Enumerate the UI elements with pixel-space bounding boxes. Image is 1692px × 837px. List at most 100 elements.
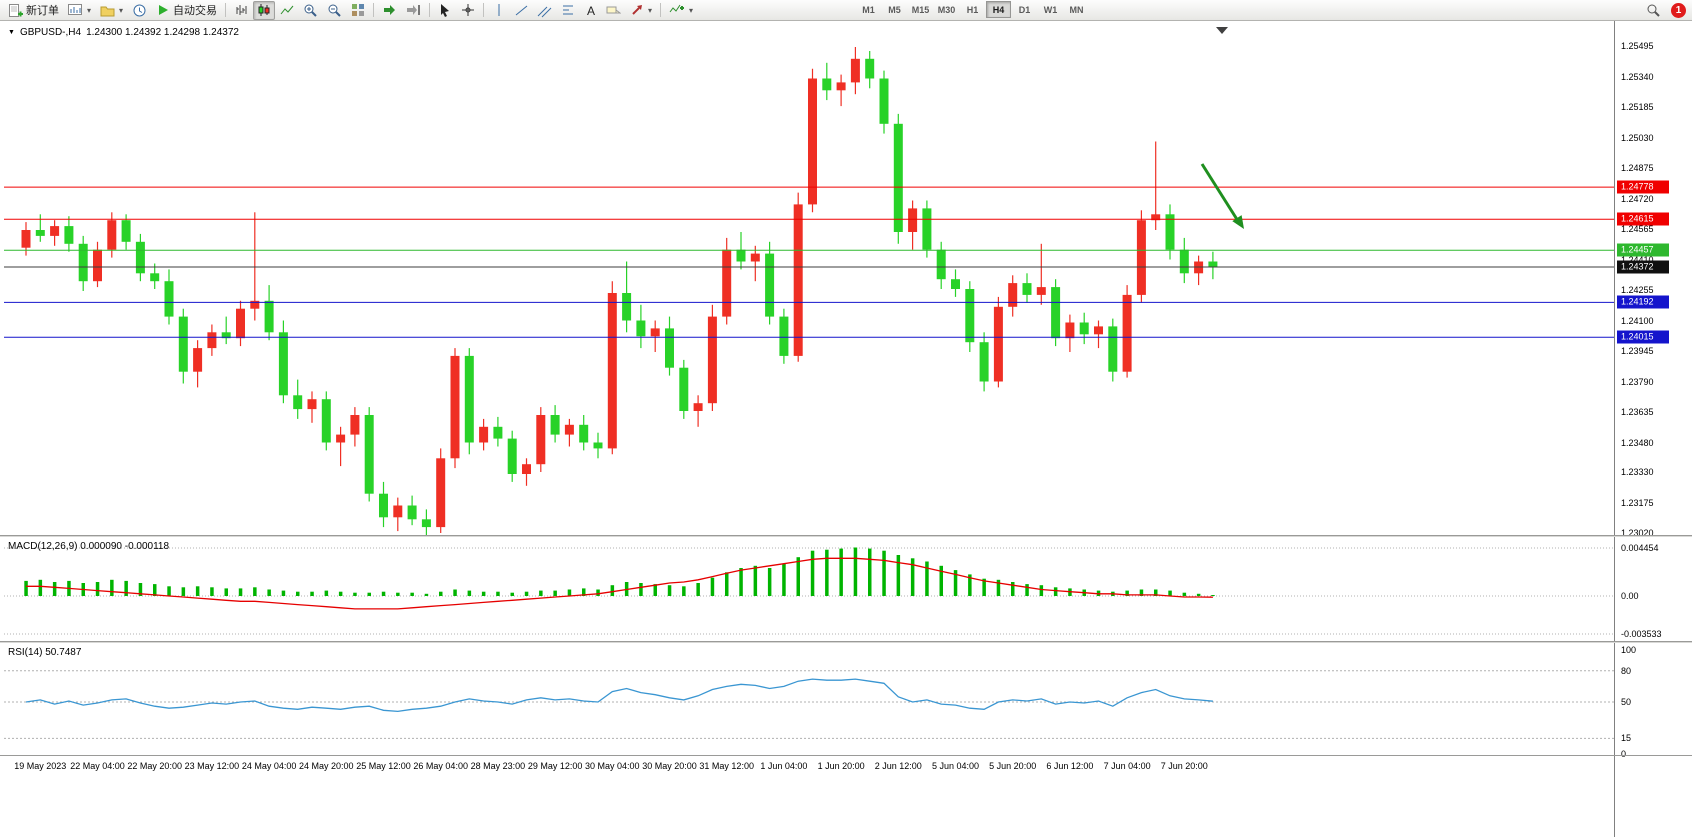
history-button[interactable] — [128, 1, 151, 20]
auto-scroll-icon — [382, 3, 397, 17]
time-axis-label: 26 May 04:00 — [413, 761, 468, 771]
timeframe-button-w1[interactable]: W1 — [1043, 4, 1058, 15]
toolbar: 新订单 ▾ ▾ 自动交易 — [0, 0, 1692, 21]
timeframe-button-m5[interactable]: M5 — [888, 4, 901, 15]
price-axis-label: 1.24100 — [1621, 315, 1654, 326]
profiles-button[interactable]: ▾ — [96, 1, 127, 20]
text-button[interactable]: A — [580, 1, 601, 20]
timeframe-button-h4[interactable]: H4 — [986, 1, 1011, 18]
toolbar-separator — [660, 3, 662, 17]
vertical-line-icon — [493, 3, 505, 17]
search-button[interactable] — [1642, 1, 1665, 20]
main-chart-canvas[interactable] — [4, 24, 1614, 535]
macd-canvas[interactable] — [4, 538, 1614, 641]
rsi-canvas[interactable] — [4, 644, 1614, 756]
trendline-button[interactable] — [510, 1, 532, 20]
time-axis-label: 2 Jun 12:00 — [874, 761, 922, 771]
search-icon — [1646, 3, 1661, 18]
autotrading-button[interactable]: 自动交易 — [152, 1, 221, 20]
channel-button[interactable] — [533, 1, 556, 20]
timeframe-button-m30[interactable]: M30 — [937, 4, 956, 15]
time-axis-label: 22 May 04:00 — [70, 761, 125, 771]
svg-text:A: A — [587, 4, 595, 17]
trendline-icon — [514, 3, 528, 17]
rsi-axis-label: 100 — [1621, 645, 1637, 655]
new-chart-icon — [68, 3, 83, 17]
dropdown-caret-icon: ▾ — [87, 5, 92, 15]
auto-scroll-button[interactable] — [378, 1, 401, 20]
new-order-button[interactable]: 新订单 — [4, 1, 63, 20]
dropdown-caret-icon: ▾ — [119, 5, 124, 15]
bar-chart-icon — [234, 3, 248, 17]
timeframe-button-m15[interactable]: M15 — [911, 4, 930, 15]
fibonacci-icon — [561, 3, 575, 17]
rsi-axis-label: 0 — [1621, 749, 1627, 759]
ohlc-text: 1.24300 1.24392 1.24298 1.24372 — [86, 27, 239, 38]
panel-splitter[interactable] — [0, 641, 1692, 643]
new-order-icon — [8, 3, 23, 18]
level-price-tag: 1.24015 — [1617, 330, 1669, 344]
bar-chart-button[interactable] — [230, 1, 252, 20]
price-axis-label: 1.24255 — [1621, 285, 1654, 295]
notification-badge[interactable]: 1 — [1671, 3, 1686, 18]
fibonacci-button[interactable] — [557, 1, 579, 20]
price-axis-label: 1.24875 — [1621, 163, 1654, 173]
chart-menu-arrow-icon: ▼ — [8, 29, 15, 36]
panel-splitter[interactable] — [0, 535, 1692, 537]
time-axis-label: 5 Jun 04:00 — [931, 761, 980, 771]
crosshair-button[interactable] — [457, 1, 479, 20]
autotrading-icon — [156, 3, 170, 17]
toolbar-right-group: 1 — [1642, 1, 1686, 20]
time-axis-label: 5 Jun 20:00 — [989, 761, 1037, 771]
current-price-tag: 1.24372 — [1617, 260, 1669, 274]
price-axis-label: 1.25495 — [1621, 41, 1654, 51]
price-axis-label: 1.23330 — [1621, 467, 1654, 477]
time-axis-label: 24 May 04:00 — [241, 761, 297, 771]
vertical-line-button[interactable] — [488, 1, 509, 20]
line-chart-button[interactable] — [276, 1, 298, 20]
time-axis-label: 1 Jun 04:00 — [760, 761, 808, 771]
timeframe-button-d1[interactable]: D1 — [1018, 4, 1031, 15]
arrows-button[interactable]: ▾ — [626, 1, 656, 20]
price-axis-label: 1.23480 — [1621, 437, 1654, 448]
level-price-tag: 1.24615 — [1617, 212, 1669, 226]
line-chart-icon — [280, 3, 294, 17]
zoom-in-icon — [303, 3, 318, 18]
rsi-axis-label: 50 — [1621, 697, 1632, 707]
cursor-icon — [438, 3, 452, 17]
text-label-button[interactable] — [602, 1, 625, 20]
timeframe-button-h1[interactable]: H1 — [966, 4, 979, 15]
price-axis-label: 1.23175 — [1621, 497, 1654, 508]
time-axis[interactable]: 19 May 2023 22 May 04:00 22 May 20:00 23 Ma… — [4, 756, 1614, 778]
indicators-button[interactable]: ▾ — [665, 1, 697, 20]
timeframe-button-mn[interactable]: MN — [1069, 4, 1084, 15]
zoom-out-button[interactable] — [323, 1, 346, 20]
timeframe-button-m1[interactable]: M1 — [862, 4, 875, 15]
time-axis-label: 22 May 20:00 — [127, 761, 182, 771]
new-chart-button[interactable]: ▾ — [64, 1, 95, 20]
arrow-object-icon — [630, 3, 644, 17]
macd-label: MACD(12,26,9) 0.000090 -0.000118 — [8, 541, 170, 552]
price-axis-label: 1.25185 — [1621, 102, 1654, 112]
zoom-out-icon — [327, 3, 342, 18]
time-axis-label: 7 Jun 04:00 — [1103, 761, 1151, 771]
indicators-icon — [669, 3, 685, 17]
cursor-button[interactable] — [434, 1, 456, 20]
text-icon: A — [585, 3, 597, 17]
time-axis-label: 31 May 12:00 — [699, 761, 754, 771]
tile-windows-button[interactable] — [347, 1, 369, 20]
dropdown-caret-icon: ▾ — [689, 5, 694, 15]
macd-axis-label: 0.00 — [1621, 591, 1639, 601]
zoom-in-button[interactable] — [299, 1, 322, 20]
time-axis-label: 30 May 04:00 — [585, 761, 640, 771]
symbol-text: GBPUSD-,H4 — [19, 27, 82, 38]
price-axis-label: 1.25340 — [1621, 71, 1654, 82]
crosshair-icon — [461, 3, 475, 17]
text-label-icon — [606, 3, 622, 17]
profiles-icon — [100, 3, 115, 17]
price-axis-label: 1.24410 — [1621, 254, 1654, 265]
price-axis[interactable]: 1.25495 1.25340 1.25185 1.25030 1.24875 1.247… — [1614, 21, 1692, 837]
chart-shift-button[interactable] — [402, 1, 425, 20]
candlestick-chart-button[interactable] — [253, 0, 276, 20]
time-axis-border — [0, 755, 1692, 756]
